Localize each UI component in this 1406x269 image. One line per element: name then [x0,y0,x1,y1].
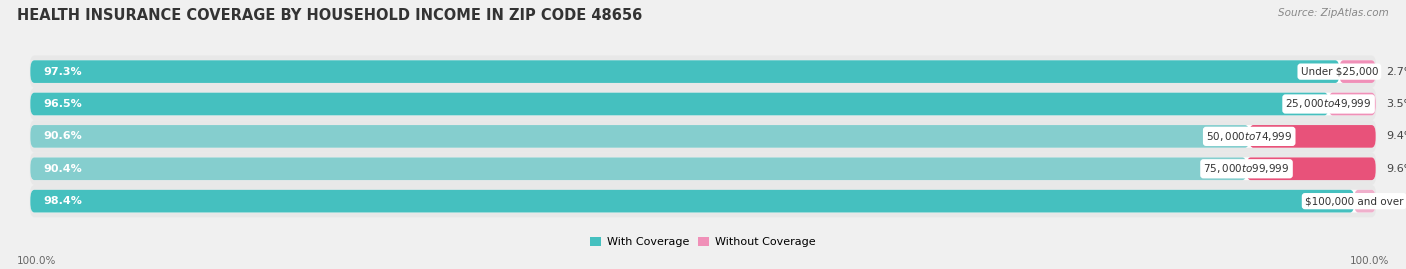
Text: Under $25,000: Under $25,000 [1301,67,1378,77]
FancyBboxPatch shape [1340,60,1375,83]
FancyBboxPatch shape [31,60,1375,83]
FancyBboxPatch shape [31,190,1354,213]
Text: 2.7%: 2.7% [1386,67,1406,77]
Text: 90.6%: 90.6% [44,131,83,141]
Text: $75,000 to $99,999: $75,000 to $99,999 [1204,162,1289,175]
FancyBboxPatch shape [31,157,1375,180]
Text: Source: ZipAtlas.com: Source: ZipAtlas.com [1278,8,1389,18]
FancyBboxPatch shape [1329,93,1375,115]
FancyBboxPatch shape [31,125,1249,148]
Legend: With Coverage, Without Coverage: With Coverage, Without Coverage [586,232,820,252]
FancyBboxPatch shape [31,125,1375,148]
FancyBboxPatch shape [31,157,1247,180]
FancyBboxPatch shape [31,93,1329,115]
FancyBboxPatch shape [30,55,1376,88]
Text: $100,000 and over: $100,000 and over [1305,196,1403,206]
FancyBboxPatch shape [1249,125,1375,148]
Text: 3.5%: 3.5% [1386,99,1406,109]
Text: 9.4%: 9.4% [1386,131,1406,141]
FancyBboxPatch shape [1247,157,1375,180]
Text: 1.6%: 1.6% [1386,196,1406,206]
Text: $25,000 to $49,999: $25,000 to $49,999 [1285,97,1372,111]
FancyBboxPatch shape [31,93,1375,115]
Text: 96.5%: 96.5% [44,99,83,109]
FancyBboxPatch shape [31,190,1375,213]
Text: $50,000 to $74,999: $50,000 to $74,999 [1206,130,1292,143]
FancyBboxPatch shape [30,120,1376,153]
Text: 9.6%: 9.6% [1386,164,1406,174]
Text: 100.0%: 100.0% [17,256,56,266]
Text: 100.0%: 100.0% [1350,256,1389,266]
FancyBboxPatch shape [31,60,1340,83]
FancyBboxPatch shape [1354,190,1375,213]
FancyBboxPatch shape [30,88,1376,120]
Text: 97.3%: 97.3% [44,67,83,77]
Text: HEALTH INSURANCE COVERAGE BY HOUSEHOLD INCOME IN ZIP CODE 48656: HEALTH INSURANCE COVERAGE BY HOUSEHOLD I… [17,8,643,23]
Text: 98.4%: 98.4% [44,196,83,206]
Text: 90.4%: 90.4% [44,164,83,174]
FancyBboxPatch shape [30,185,1376,217]
FancyBboxPatch shape [30,153,1376,185]
